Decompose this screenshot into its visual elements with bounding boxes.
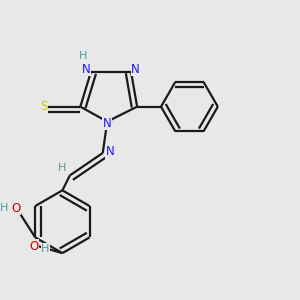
- Text: N: N: [106, 145, 115, 158]
- Text: H: H: [58, 163, 67, 173]
- Text: O: O: [11, 202, 21, 215]
- Text: H: H: [79, 51, 88, 61]
- Text: N: N: [82, 63, 91, 76]
- Text: O: O: [29, 240, 39, 253]
- Text: H: H: [41, 244, 50, 254]
- Text: N: N: [131, 63, 140, 76]
- Text: H: H: [0, 203, 8, 213]
- Text: N: N: [103, 117, 112, 130]
- Text: S: S: [40, 100, 48, 113]
